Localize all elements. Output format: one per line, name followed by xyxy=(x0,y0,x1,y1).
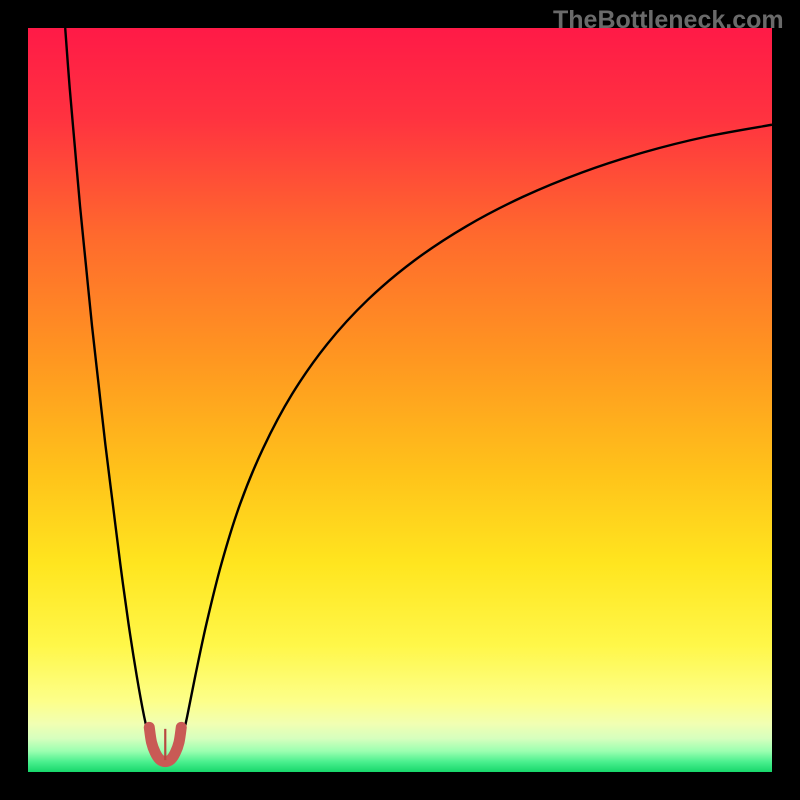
gradient-background xyxy=(28,28,772,772)
watermark-text: TheBottleneck.com xyxy=(553,6,784,35)
plot-area xyxy=(28,28,772,772)
stage: TheBottleneck.com xyxy=(0,0,800,800)
plot-svg xyxy=(28,28,772,772)
